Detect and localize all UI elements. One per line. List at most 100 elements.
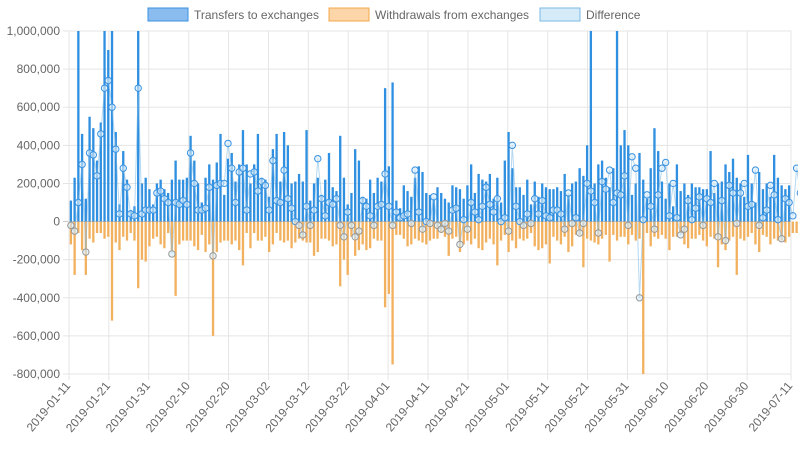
bar-withdrawals[interactable]	[380, 221, 383, 241]
difference-point[interactable]	[310, 206, 318, 214]
bar-transfers[interactable]	[701, 189, 705, 222]
difference-point[interactable]	[748, 200, 756, 209]
difference-point[interactable]	[280, 166, 288, 174]
bar-withdrawals[interactable]	[267, 221, 271, 253]
bar-withdrawals[interactable]	[548, 221, 551, 264]
bar-withdrawals[interactable]	[286, 221, 290, 241]
bar-withdrawals[interactable]	[185, 221, 188, 241]
bar-withdrawals[interactable]	[395, 221, 398, 235]
difference-point[interactable]	[317, 194, 326, 203]
bar-withdrawals[interactable]	[69, 221, 73, 245]
difference-point[interactable]	[628, 153, 636, 161]
difference-point[interactable]	[710, 179, 719, 188]
bar-transfers[interactable]	[230, 152, 233, 222]
bar-transfers[interactable]	[739, 183, 742, 222]
bar-withdrawals[interactable]	[324, 221, 327, 239]
difference-point[interactable]	[474, 215, 483, 224]
difference-point[interactable]	[209, 252, 217, 260]
bar-transfers[interactable]	[709, 151, 712, 222]
difference-point[interactable]	[314, 154, 322, 163]
difference-point[interactable]	[718, 196, 726, 205]
bar-transfers[interactable]	[578, 168, 581, 222]
bar-transfers[interactable]	[312, 183, 316, 222]
bar-withdrawals[interactable]	[238, 221, 241, 251]
difference-point[interactable]	[785, 198, 793, 207]
bar-transfers[interactable]	[713, 192, 716, 222]
bar-withdrawals[interactable]	[649, 221, 652, 247]
bar-transfers[interactable]	[241, 130, 245, 222]
bar-transfers[interactable]	[597, 164, 600, 222]
bar-transfers[interactable]	[354, 149, 357, 222]
bar-transfers[interactable]	[675, 164, 679, 222]
bar-withdrawals[interactable]	[600, 221, 604, 239]
legend-item-withdrawals[interactable]: Withdrawals from exchanges	[328, 7, 529, 22]
bar-transfers[interactable]	[630, 194, 634, 222]
bar-transfers[interactable]	[660, 181, 664, 222]
bar-transfers[interactable]	[271, 149, 275, 222]
difference-point[interactable]	[598, 177, 606, 186]
bar-withdrawals[interactable]	[537, 221, 540, 251]
bar-withdrawals[interactable]	[567, 221, 570, 253]
bar-transfers[interactable]	[432, 198, 435, 222]
difference-point[interactable]	[512, 202, 520, 211]
bar-withdrawals[interactable]	[507, 221, 510, 253]
bar-withdrawals[interactable]	[612, 221, 615, 235]
difference-point[interactable]	[224, 139, 232, 148]
bar-transfers[interactable]	[563, 173, 566, 222]
bar-withdrawals[interactable]	[544, 221, 548, 245]
bar-transfers[interactable]	[765, 183, 768, 222]
bar-withdrawals[interactable]	[698, 221, 701, 235]
bar-transfers[interactable]	[761, 189, 765, 222]
bar-transfers[interactable]	[99, 122, 102, 222]
bar-transfers[interactable]	[425, 192, 428, 222]
difference-point[interactable]	[609, 198, 618, 207]
difference-point[interactable]	[388, 221, 397, 230]
bar-withdrawals[interactable]	[436, 221, 439, 239]
difference-point[interactable]	[568, 219, 576, 228]
bar-withdrawals[interactable]	[462, 221, 465, 245]
difference-point[interactable]	[706, 198, 715, 207]
legend-item-difference[interactable]: Difference	[539, 7, 641, 22]
bar-transfers[interactable]	[80, 133, 84, 222]
bar-withdrawals[interactable]	[709, 221, 712, 237]
bar-withdrawals[interactable]	[305, 221, 308, 243]
difference-point[interactable]	[74, 198, 83, 207]
bar-withdrawals[interactable]	[80, 221, 84, 251]
bar-transfers[interactable]	[600, 160, 604, 222]
difference-point[interactable]	[459, 215, 468, 224]
bar-transfers[interactable]	[103, 31, 106, 222]
bar-withdrawals[interactable]	[331, 221, 334, 247]
bar-withdrawals[interactable]	[686, 221, 690, 249]
bar-withdrawals[interactable]	[107, 221, 110, 237]
difference-point[interactable]	[538, 196, 546, 205]
bar-withdrawals[interactable]	[529, 221, 533, 233]
bar-withdrawals[interactable]	[346, 221, 349, 275]
bar-transfers[interactable]	[548, 189, 551, 222]
bar-withdrawals[interactable]	[208, 221, 211, 245]
difference-point[interactable]	[403, 210, 412, 218]
bar-withdrawals[interactable]	[451, 221, 454, 239]
bar-transfers[interactable]	[178, 179, 181, 222]
bar-transfers[interactable]	[77, 31, 80, 222]
difference-point[interactable]	[347, 221, 356, 230]
difference-point[interactable]	[385, 202, 393, 211]
difference-point[interactable]	[493, 194, 502, 203]
difference-point[interactable]	[220, 179, 228, 188]
bar-transfers[interactable]	[361, 196, 364, 222]
difference-point[interactable]	[407, 219, 415, 228]
difference-point[interactable]	[733, 219, 741, 228]
bar-withdrawals[interactable]	[488, 221, 492, 239]
bar-transfers[interactable]	[368, 179, 372, 222]
bar-transfers[interactable]	[73, 177, 76, 222]
bar-transfers[interactable]	[582, 175, 585, 222]
bar-withdrawals[interactable]	[484, 221, 488, 243]
difference-point[interactable]	[295, 221, 303, 230]
bar-transfers[interactable]	[387, 166, 391, 222]
difference-point[interactable]	[695, 193, 704, 201]
bar-transfers[interactable]	[488, 173, 492, 222]
bar-withdrawals[interactable]	[585, 221, 589, 239]
bar-transfers[interactable]	[417, 166, 420, 222]
bar-transfers[interactable]	[518, 187, 521, 222]
bar-withdrawals[interactable]	[705, 221, 708, 247]
difference-point[interactable]	[156, 187, 165, 195]
